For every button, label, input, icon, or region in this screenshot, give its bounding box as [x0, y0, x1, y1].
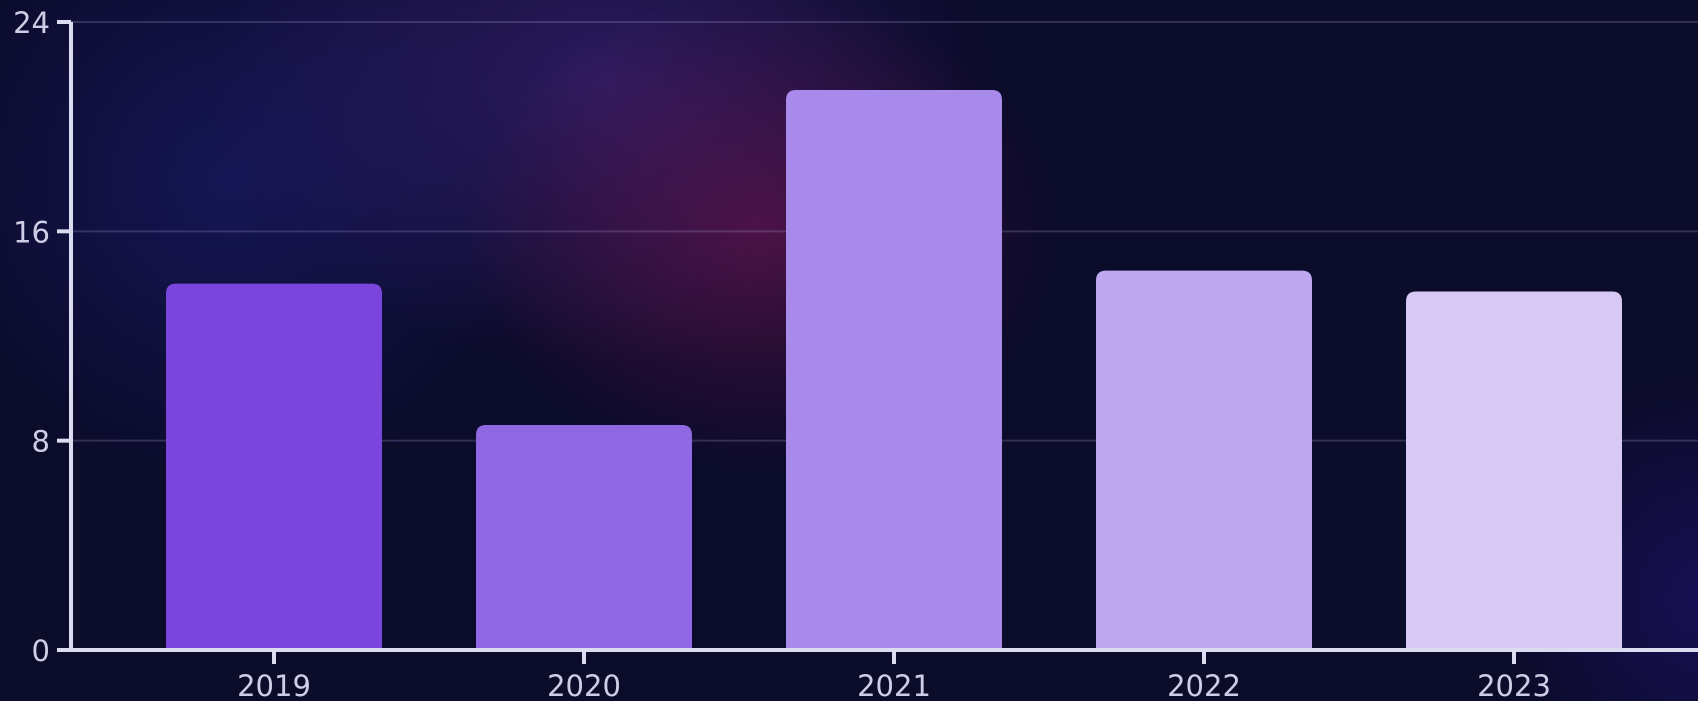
bar-2023: [1406, 291, 1622, 650]
tick-labels: 0 8 16 24 2019 2020 2021 2022 2023: [13, 6, 1551, 701]
x-tick-label: 2020: [547, 669, 621, 701]
bar-2022: [1096, 270, 1312, 650]
x-tick-label: 2019: [237, 669, 311, 701]
y-tick-label: 24: [13, 6, 50, 40]
x-tick-label: 2022: [1167, 669, 1241, 701]
bars: [166, 90, 1622, 651]
bar-2019: [166, 283, 382, 650]
y-tick-label: 16: [13, 215, 50, 249]
x-tick-label: 2023: [1477, 669, 1551, 701]
bar-2021: [786, 90, 1002, 651]
axes: [57, 20, 1698, 664]
bar-2020: [476, 424, 692, 650]
x-tick-label: 2021: [857, 669, 931, 701]
y-tick-label: 8: [32, 425, 50, 459]
y-tick-label: 0: [32, 634, 50, 668]
